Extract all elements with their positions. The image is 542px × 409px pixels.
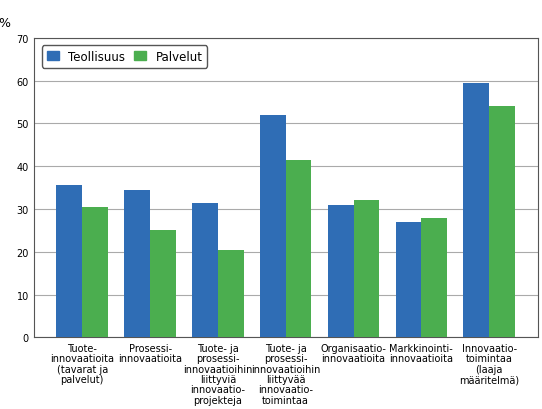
Bar (328, 205, 353, 337)
Legend: Teollisuus, Palvelut: Teollisuus, Palvelut (42, 46, 208, 69)
Text: %: % (0, 17, 10, 30)
Bar (396, 222, 421, 337)
Bar (124, 190, 150, 337)
Bar (260, 116, 286, 337)
Bar (421, 218, 447, 337)
Bar (463, 83, 489, 337)
Bar (192, 203, 218, 337)
Bar (150, 231, 176, 337)
Bar (286, 160, 312, 337)
Bar (353, 201, 379, 337)
Bar (218, 250, 244, 337)
Bar (82, 207, 108, 337)
Bar (56, 186, 82, 337)
Bar (489, 107, 515, 337)
